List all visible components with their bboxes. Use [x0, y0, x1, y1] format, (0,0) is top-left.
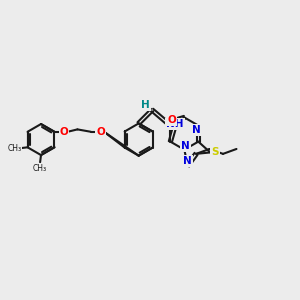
Text: S: S	[211, 147, 219, 158]
Text: O: O	[60, 127, 68, 137]
Text: O: O	[167, 115, 176, 125]
Text: CH₃: CH₃	[32, 164, 46, 173]
Text: H: H	[141, 100, 150, 110]
Text: N: N	[183, 156, 191, 166]
Text: O: O	[96, 127, 105, 137]
Text: N: N	[192, 125, 201, 135]
Text: CH₃: CH₃	[8, 144, 22, 153]
Text: NH: NH	[167, 119, 184, 129]
Text: N: N	[182, 141, 190, 151]
